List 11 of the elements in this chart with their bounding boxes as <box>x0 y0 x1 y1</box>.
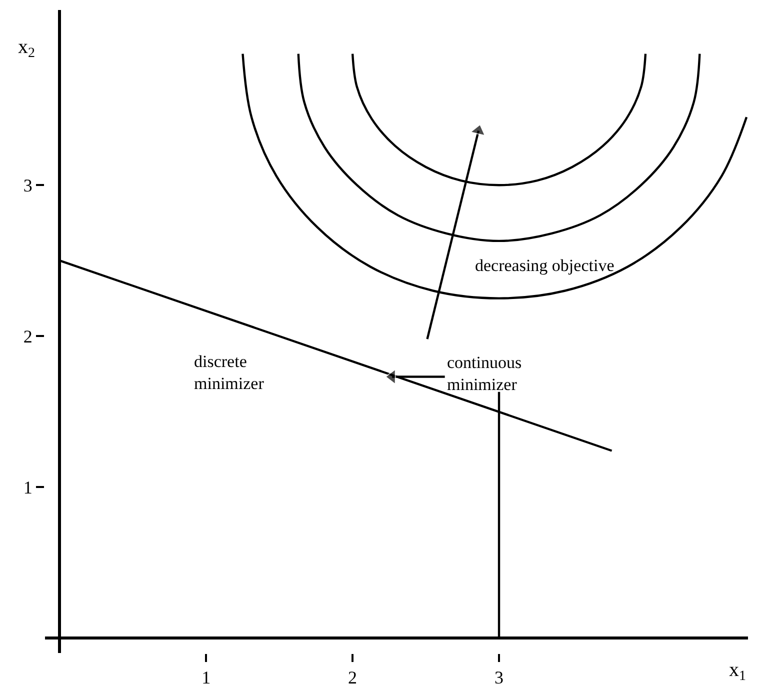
y-tick-label: 3 <box>23 175 32 196</box>
annotation: discrete minimizer <box>194 352 264 394</box>
annotation: decreasing objective <box>475 256 614 275</box>
y-axis-title: x$_{2}$ <box>18 36 35 62</box>
x-tick-label: 2 <box>348 668 358 688</box>
annotation: continuous minimizer <box>447 353 522 394</box>
y-tick-label: 2 <box>23 326 32 346</box>
x-axis-title: x$_{1}$ <box>729 659 746 684</box>
x-tick-label: 3 <box>494 668 504 688</box>
y-tick-label: 1 <box>23 477 32 498</box>
x-tick-label: 1 <box>202 668 211 688</box>
